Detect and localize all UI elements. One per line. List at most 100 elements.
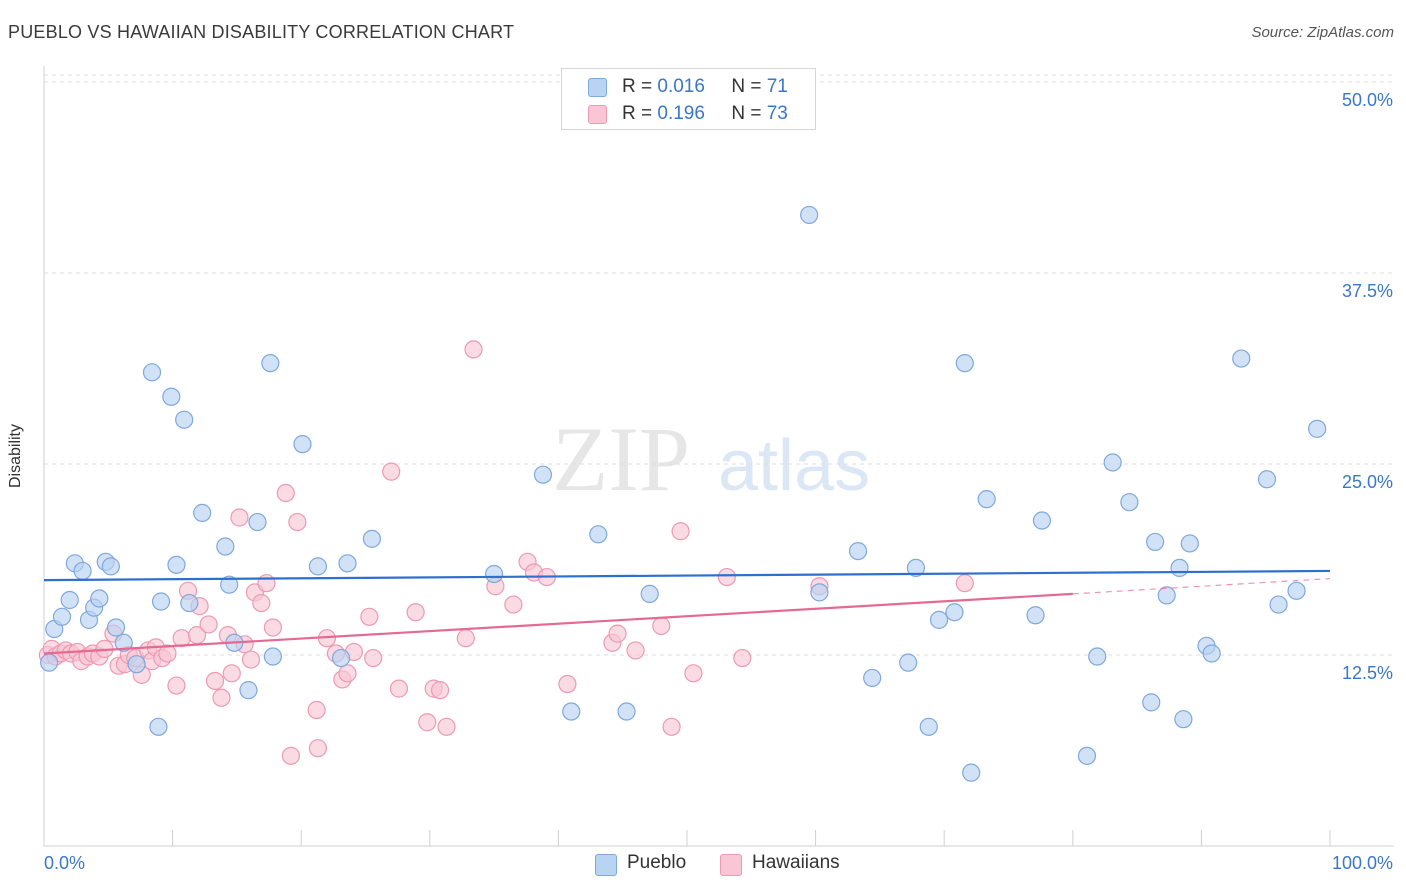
axes — [43, 66, 1394, 847]
pueblo-point — [1269, 595, 1288, 614]
hawaiians-point — [288, 512, 307, 532]
pueblo-point — [955, 354, 974, 373]
pueblo-point — [90, 589, 109, 608]
pueblo-point — [1308, 419, 1327, 438]
pueblo-point — [1202, 644, 1221, 663]
legend-pueblo-stats: R = 0.016 N = 71 — [622, 76, 788, 98]
legend-n-label: N = — [731, 76, 762, 97]
pueblo-point — [863, 668, 882, 688]
pueblo-point — [1026, 606, 1045, 625]
pueblo-point — [52, 607, 72, 626]
pueblo-point — [1174, 710, 1193, 729]
y-tick-label: 25.0% — [1342, 472, 1393, 492]
pueblo-point — [60, 590, 79, 610]
pueblo-point — [167, 555, 186, 574]
pueblo-point — [248, 512, 267, 532]
grid-lines — [44, 74, 1394, 656]
pueblo-point — [73, 561, 92, 581]
pueblo-point — [263, 647, 283, 666]
hawaiians-point — [222, 664, 241, 683]
hawaiians-swatch — [720, 854, 742, 876]
watermark-zip: ZIP — [552, 408, 690, 510]
pueblo-point — [114, 633, 133, 652]
hawaiians-point — [212, 688, 231, 707]
y-tick-label: 37.5% — [1342, 281, 1393, 301]
pueblo-point — [40, 653, 59, 672]
x-tick-label: 0.0% — [44, 853, 85, 873]
legend-r-value: 0.196 — [657, 103, 705, 124]
bottom-legend-hawaiians-label: Hawaiians — [752, 852, 840, 873]
bottom-legend-pueblo-label: Pueblo — [627, 852, 687, 873]
hawaiians-point — [276, 483, 295, 503]
hawaiians-point — [167, 676, 186, 695]
hawaiians-point — [338, 664, 357, 683]
hawaiians-point — [205, 671, 225, 691]
hawaiians-point — [281, 746, 301, 765]
pueblo-point — [485, 564, 504, 584]
hawaiians-point — [382, 462, 401, 481]
hawaiians-point — [626, 641, 645, 660]
pueblo-point — [175, 410, 194, 429]
pueblo-point — [640, 584, 659, 603]
hawaiians-point — [652, 616, 671, 636]
hawaiians-point — [733, 648, 752, 668]
hawaiians-point — [430, 681, 450, 700]
hawaiians-point — [955, 574, 974, 593]
legend-n-value: 73 — [766, 103, 788, 124]
hawaiians-point — [406, 603, 425, 622]
pueblo-point — [151, 592, 171, 611]
pueblo-point — [1180, 534, 1199, 553]
pueblo-point — [929, 610, 949, 629]
hawaiians-point — [608, 624, 627, 643]
hawaiians-point — [558, 674, 577, 694]
hawaiians-point — [464, 340, 483, 359]
pueblo-point — [127, 655, 146, 674]
pueblo-point — [101, 557, 120, 576]
chart-title: PUEBLO VS HAWAIIAN DISABILITY CORRELATIO… — [8, 22, 515, 42]
pueblo-point — [1146, 532, 1165, 552]
pueblo-point — [106, 618, 126, 637]
hawaiians-point — [684, 664, 703, 683]
x-tick-label: 100.0% — [1332, 853, 1393, 873]
hawaiians-point — [263, 618, 283, 637]
hawaiians-point — [456, 629, 475, 648]
hawaiians-point — [504, 595, 523, 614]
pueblo-point — [533, 465, 553, 484]
pueblo-point — [331, 648, 351, 668]
pueblo-point — [180, 593, 199, 613]
y-tick-label: 50.0% — [1342, 90, 1393, 110]
legend-n-value: 71 — [766, 76, 788, 97]
hawaiians-point — [307, 700, 326, 720]
source-label: Source: ZipAtlas.com — [1251, 24, 1394, 41]
pueblo-point — [1170, 558, 1189, 578]
pueblo-point — [810, 583, 829, 602]
hawaiians-point — [158, 644, 177, 663]
pueblo-point — [1257, 470, 1277, 489]
pueblo-point — [1077, 746, 1097, 765]
pueblo-point — [977, 490, 996, 509]
hawaiians-point — [360, 607, 379, 626]
hawaiians-point — [199, 615, 218, 634]
pueblo-point — [239, 681, 258, 700]
pueblo-point — [149, 717, 168, 736]
pueblo-point — [216, 537, 235, 556]
hawaiians-point — [364, 648, 383, 668]
pueblo-swatch — [588, 78, 607, 97]
pueblo-point — [362, 529, 382, 548]
tick-labels: 12.5% 25.0% 37.5% 50.0% 0.0% 100.0% — [44, 90, 1393, 873]
pueblo-trend-line — [43, 569, 1331, 582]
pueblo-point — [1157, 586, 1176, 605]
pueblo-point — [308, 557, 328, 576]
hawaiians-point — [230, 508, 249, 527]
legend-hawaiians-stats: R = 0.196 N = 73 — [622, 103, 788, 125]
pueblo-point — [1032, 511, 1052, 530]
pueblo-point — [562, 702, 581, 721]
hawaiians-point — [252, 593, 271, 613]
hawaiians-trend-line — [43, 592, 1073, 655]
pueblo-point — [945, 603, 964, 622]
pueblo-point — [1120, 493, 1139, 512]
pueblo-point — [1232, 349, 1251, 368]
pueblo-point — [899, 653, 918, 672]
pueblo-point — [338, 554, 357, 573]
hawaiians-trend-extension — [1072, 578, 1331, 595]
